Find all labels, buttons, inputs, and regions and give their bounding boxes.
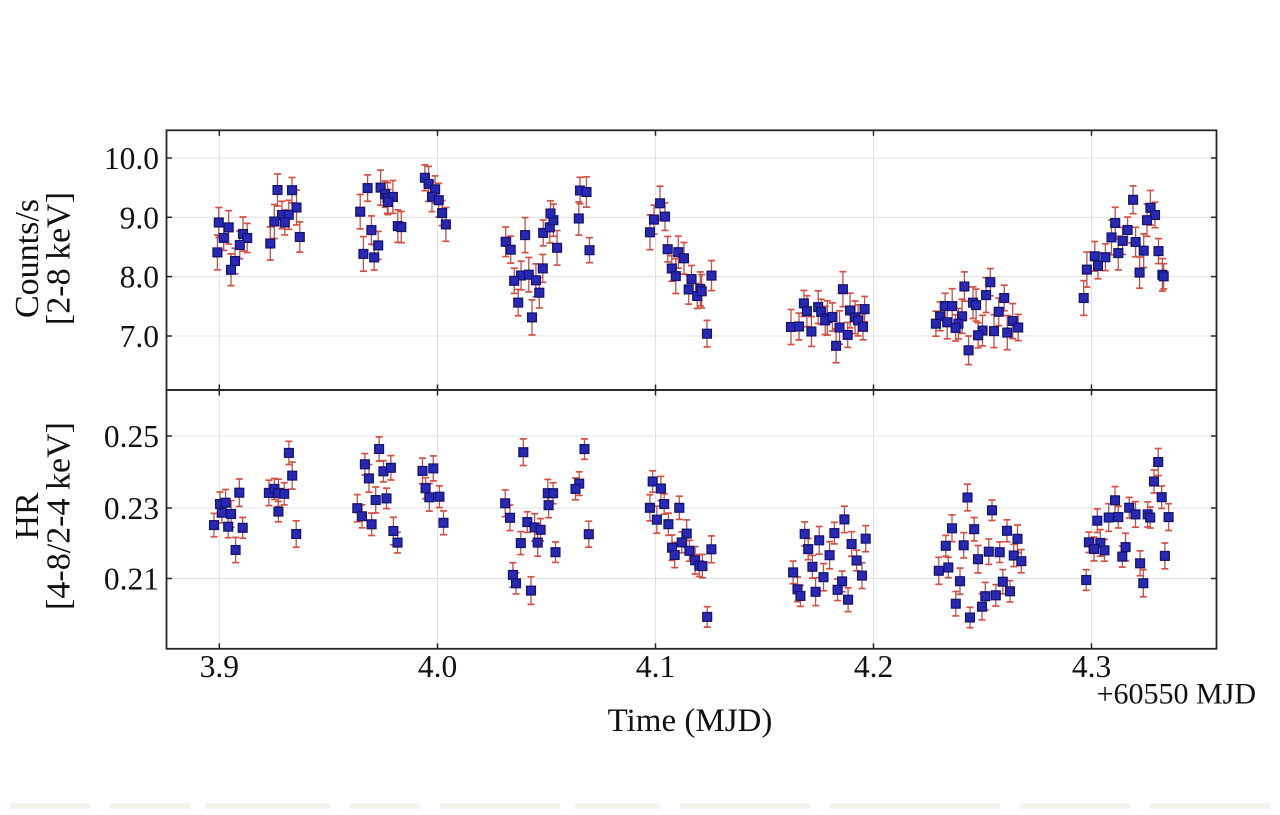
svg-text:HR: HR bbox=[9, 492, 46, 540]
svg-text:4.1: 4.1 bbox=[636, 649, 675, 684]
svg-text:0.25: 0.25 bbox=[104, 419, 159, 454]
svg-text:Time (MJD): Time (MJD) bbox=[608, 703, 773, 739]
svg-text:8.0: 8.0 bbox=[120, 260, 159, 295]
svg-text:7.0: 7.0 bbox=[120, 319, 159, 354]
svg-text:4.0: 4.0 bbox=[418, 649, 457, 684]
svg-text:0.23: 0.23 bbox=[104, 491, 159, 526]
svg-text:[2-8 keV]: [2-8 keV] bbox=[41, 192, 78, 325]
svg-text:+60550 MJD: +60550 MJD bbox=[1097, 678, 1256, 711]
svg-text:10.0: 10.0 bbox=[104, 141, 159, 176]
svg-text:4.2: 4.2 bbox=[854, 649, 893, 684]
svg-text:3.9: 3.9 bbox=[200, 649, 239, 684]
svg-text:Counts/s: Counts/s bbox=[9, 199, 46, 318]
svg-text:0.21: 0.21 bbox=[104, 562, 159, 597]
svg-text:9.0: 9.0 bbox=[120, 200, 159, 235]
svg-text:4.3: 4.3 bbox=[1072, 649, 1111, 684]
svg-text:[4-8/2-4 keV]: [4-8/2-4 keV] bbox=[41, 422, 78, 610]
